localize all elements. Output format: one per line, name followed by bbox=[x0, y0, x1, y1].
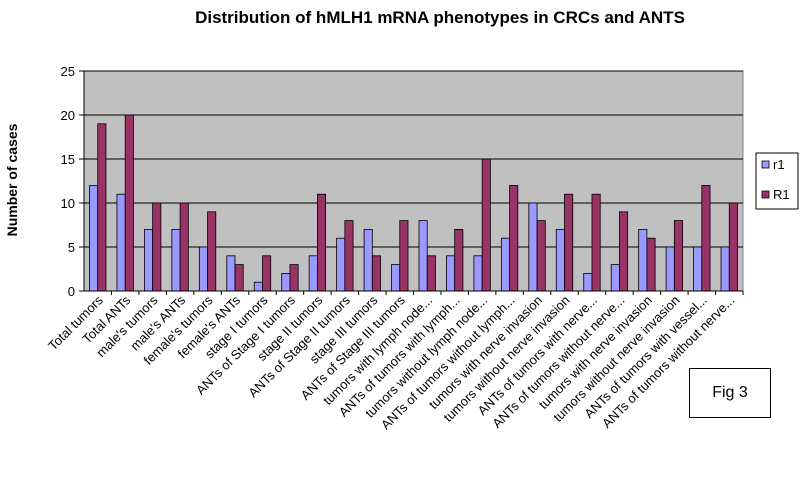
bar-R1 bbox=[426, 255, 436, 292]
chart-title: Distribution of hMLH1 mRNA phenotypes in… bbox=[195, 8, 685, 27]
plot-area bbox=[83, 70, 744, 292]
bar-R1 bbox=[536, 220, 546, 292]
y-tick-label: 5 bbox=[68, 240, 75, 255]
bar-r1 bbox=[720, 246, 730, 292]
bar-r1 bbox=[144, 228, 154, 292]
bar-R1 bbox=[344, 220, 354, 292]
bar-R1 bbox=[97, 123, 107, 292]
bar-r1 bbox=[171, 228, 181, 292]
bar-r1 bbox=[89, 184, 99, 292]
legend-swatch-r1 bbox=[761, 160, 770, 169]
bar-R1 bbox=[564, 193, 574, 292]
bar-R1 bbox=[728, 202, 738, 292]
bar-r1 bbox=[583, 272, 593, 292]
axes bbox=[79, 70, 744, 295]
y-tick-label: 0 bbox=[68, 284, 75, 299]
bar-r1 bbox=[391, 264, 401, 292]
bar-R1 bbox=[371, 255, 381, 292]
legend-label-r1: r1 bbox=[773, 157, 785, 172]
y-tick-label: 25 bbox=[61, 64, 75, 79]
bar-R1 bbox=[124, 114, 134, 292]
bar-r1 bbox=[446, 255, 456, 292]
y-tick-labels: 0 5 10 15 20 25 bbox=[61, 64, 75, 299]
bar-r1 bbox=[638, 228, 648, 292]
bar-R1 bbox=[481, 158, 491, 292]
bar-r1 bbox=[281, 272, 291, 292]
legend-label-R1: R1 bbox=[773, 187, 790, 202]
bar-r1 bbox=[116, 193, 126, 292]
bar-r1 bbox=[198, 246, 208, 292]
bar-r1 bbox=[693, 246, 703, 292]
legend-swatch-R1 bbox=[761, 190, 770, 199]
bar-R1 bbox=[179, 202, 189, 292]
bar-r1 bbox=[418, 220, 428, 292]
bar-r1 bbox=[363, 228, 373, 292]
bar-r1 bbox=[610, 264, 620, 292]
bar-R1 bbox=[673, 220, 683, 292]
bar-r1 bbox=[253, 281, 263, 292]
gridlines bbox=[84, 70, 743, 248]
bar-r1 bbox=[226, 255, 236, 292]
bar-R1 bbox=[234, 264, 244, 292]
figure-label: Fig 3 bbox=[689, 368, 771, 418]
bar-r1 bbox=[336, 237, 346, 292]
bar-r1 bbox=[473, 255, 483, 292]
bar-R1 bbox=[207, 211, 217, 292]
bar-R1 bbox=[454, 228, 464, 292]
bar-R1 bbox=[619, 211, 629, 292]
bar-R1 bbox=[289, 264, 299, 292]
bar-r1 bbox=[665, 246, 675, 292]
y-axis-label: Number of cases bbox=[4, 123, 20, 236]
bar-R1 bbox=[646, 237, 656, 292]
y-tick-label: 15 bbox=[61, 152, 75, 167]
bar-R1 bbox=[399, 220, 409, 292]
bar-R1 bbox=[591, 193, 601, 292]
legend: r1 R1 bbox=[755, 152, 799, 210]
bar-R1 bbox=[262, 255, 272, 292]
bar-R1 bbox=[701, 184, 711, 292]
bar-r1 bbox=[308, 255, 318, 292]
bar-r1 bbox=[528, 202, 538, 292]
bar-r1 bbox=[555, 228, 565, 292]
bar-R1 bbox=[152, 202, 162, 292]
y-tick-label: 20 bbox=[61, 108, 75, 123]
bar-R1 bbox=[509, 184, 519, 292]
bar-r1 bbox=[500, 237, 511, 292]
y-tick-label: 10 bbox=[61, 196, 75, 211]
bar-R1 bbox=[316, 193, 327, 292]
